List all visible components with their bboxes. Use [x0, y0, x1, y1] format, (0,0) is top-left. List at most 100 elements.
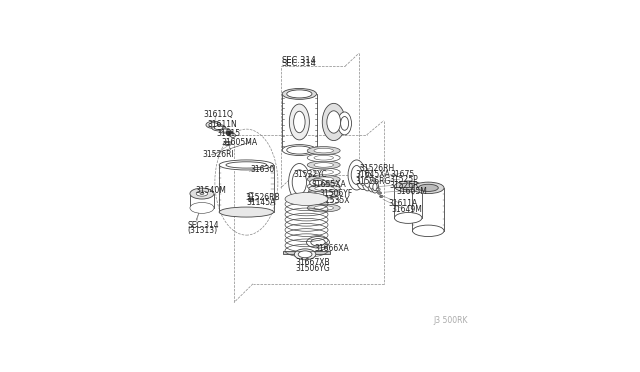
- Text: 31540M: 31540M: [196, 186, 227, 195]
- Ellipse shape: [378, 192, 381, 194]
- Ellipse shape: [294, 249, 316, 260]
- Ellipse shape: [362, 172, 373, 191]
- Ellipse shape: [292, 170, 307, 195]
- Ellipse shape: [340, 116, 349, 130]
- Ellipse shape: [314, 155, 333, 160]
- Text: 31526R: 31526R: [390, 181, 419, 190]
- Ellipse shape: [289, 164, 310, 201]
- Ellipse shape: [380, 195, 383, 198]
- Text: J3 500RK: J3 500RK: [434, 316, 468, 325]
- Ellipse shape: [413, 182, 444, 193]
- Ellipse shape: [226, 162, 267, 168]
- Ellipse shape: [307, 190, 340, 198]
- Ellipse shape: [399, 183, 417, 190]
- Ellipse shape: [282, 89, 317, 99]
- Text: 31525P: 31525P: [389, 175, 418, 185]
- Text: 31506YG: 31506YG: [295, 264, 330, 273]
- Text: 31526RG: 31526RG: [356, 177, 391, 186]
- Ellipse shape: [250, 199, 253, 201]
- Text: SEC.314: SEC.314: [282, 59, 316, 68]
- Ellipse shape: [227, 131, 233, 136]
- Text: 31526RH: 31526RH: [360, 164, 395, 173]
- Text: 31526RI: 31526RI: [203, 150, 235, 160]
- Ellipse shape: [369, 180, 374, 189]
- Ellipse shape: [380, 196, 382, 197]
- Ellipse shape: [313, 180, 323, 185]
- Ellipse shape: [190, 202, 214, 214]
- Ellipse shape: [327, 111, 340, 133]
- Ellipse shape: [219, 160, 273, 170]
- Ellipse shape: [220, 128, 230, 133]
- Ellipse shape: [307, 182, 340, 190]
- Ellipse shape: [375, 187, 380, 191]
- Ellipse shape: [287, 146, 312, 154]
- Ellipse shape: [356, 166, 370, 190]
- Ellipse shape: [307, 168, 340, 176]
- Ellipse shape: [413, 225, 444, 237]
- Ellipse shape: [212, 125, 225, 131]
- Ellipse shape: [314, 170, 333, 174]
- Ellipse shape: [294, 111, 305, 133]
- Ellipse shape: [298, 251, 312, 258]
- Ellipse shape: [394, 212, 422, 223]
- Ellipse shape: [285, 193, 328, 205]
- Ellipse shape: [209, 123, 218, 127]
- Ellipse shape: [307, 154, 340, 162]
- Ellipse shape: [249, 198, 254, 202]
- Ellipse shape: [373, 183, 377, 191]
- Ellipse shape: [351, 166, 362, 185]
- Ellipse shape: [311, 238, 325, 246]
- Ellipse shape: [206, 121, 221, 128]
- Text: 31649M: 31649M: [391, 205, 422, 214]
- Ellipse shape: [309, 185, 340, 192]
- Ellipse shape: [307, 204, 340, 212]
- Ellipse shape: [314, 177, 333, 182]
- Ellipse shape: [314, 198, 333, 203]
- Text: 31667XB: 31667XB: [295, 259, 330, 267]
- Ellipse shape: [196, 191, 208, 196]
- Text: 31526RB: 31526RB: [245, 193, 280, 202]
- Ellipse shape: [289, 104, 309, 140]
- Ellipse shape: [348, 160, 365, 190]
- Ellipse shape: [307, 237, 330, 248]
- Text: 31605MA: 31605MA: [221, 138, 257, 147]
- Ellipse shape: [378, 192, 381, 194]
- Ellipse shape: [287, 90, 312, 98]
- Ellipse shape: [394, 181, 422, 192]
- Text: 31611A: 31611A: [388, 199, 417, 208]
- Ellipse shape: [314, 206, 333, 210]
- Ellipse shape: [282, 145, 317, 155]
- Ellipse shape: [214, 126, 223, 129]
- Ellipse shape: [190, 188, 214, 199]
- Text: 31611Q: 31611Q: [204, 110, 233, 119]
- Ellipse shape: [323, 103, 345, 141]
- Text: 31666XA: 31666XA: [315, 244, 349, 253]
- Ellipse shape: [418, 184, 438, 192]
- Text: 31145A: 31145A: [246, 198, 276, 207]
- Text: 31611N: 31611N: [208, 121, 237, 129]
- Text: SEC.314: SEC.314: [188, 221, 220, 230]
- Ellipse shape: [224, 141, 232, 145]
- Ellipse shape: [219, 207, 273, 217]
- Ellipse shape: [367, 177, 376, 192]
- Text: 31655XA: 31655XA: [312, 180, 346, 189]
- Text: 31615: 31615: [217, 129, 241, 138]
- Text: 31506YF: 31506YF: [319, 189, 353, 198]
- Ellipse shape: [315, 186, 334, 190]
- Text: (31313): (31313): [188, 226, 218, 235]
- Ellipse shape: [314, 184, 333, 189]
- Text: 31535X: 31535X: [321, 196, 350, 205]
- Text: 31675: 31675: [390, 170, 415, 179]
- Ellipse shape: [371, 181, 378, 193]
- Ellipse shape: [307, 175, 340, 183]
- Text: 31605M: 31605M: [396, 187, 427, 196]
- Ellipse shape: [307, 147, 340, 155]
- Ellipse shape: [310, 179, 326, 187]
- Ellipse shape: [221, 129, 228, 132]
- Ellipse shape: [338, 112, 351, 135]
- Ellipse shape: [230, 134, 236, 137]
- Text: SEC.314: SEC.314: [282, 56, 316, 65]
- Ellipse shape: [364, 176, 371, 187]
- Polygon shape: [283, 251, 330, 254]
- Ellipse shape: [376, 188, 379, 190]
